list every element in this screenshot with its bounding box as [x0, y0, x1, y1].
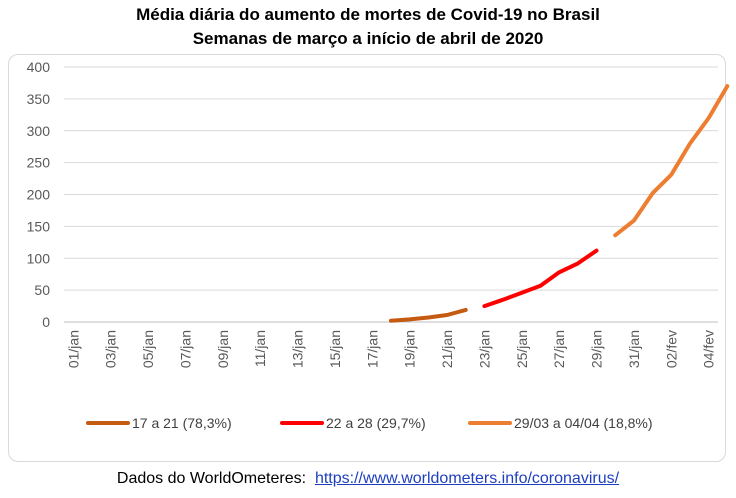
series-line — [482, 248, 599, 309]
x-tick-label: 02/fev — [663, 330, 679, 368]
x-tick-label: 04/fev — [701, 330, 717, 368]
x-tick-label: 17/jan — [364, 330, 380, 368]
x-tick-label: 31/jan — [626, 330, 642, 368]
source-link[interactable]: https://www.worldometers.info/coronaviru… — [314, 470, 620, 487]
legend-label: 29/03 a 04/04 (18,8%) — [514, 415, 653, 431]
series-line — [389, 307, 468, 323]
y-tick-label: 150 — [27, 218, 51, 234]
y-tick-label: 50 — [34, 282, 50, 298]
x-tick-label: 23/jan — [476, 330, 492, 368]
legend-label: 22 a 28 (29,7%) — [326, 415, 426, 431]
y-tick-label: 350 — [27, 91, 51, 107]
series-line — [613, 84, 730, 238]
x-tick-label: 15/jan — [327, 330, 343, 368]
x-tick-label: 03/jan — [103, 330, 119, 368]
y-tick-label: 250 — [27, 155, 51, 171]
chart-frame — [8, 54, 726, 462]
x-tick-label: 01/jan — [65, 330, 81, 368]
x-tick-label: 29/jan — [589, 330, 605, 368]
y-tick-label: 400 — [27, 59, 51, 75]
x-tick-label: 11/jan — [252, 330, 268, 367]
x-tick-label: 19/jan — [402, 330, 418, 368]
x-tick-label: 09/jan — [215, 330, 231, 368]
x-tick-label: 05/jan — [140, 330, 156, 368]
x-tick-label: 27/jan — [551, 330, 567, 368]
source-label: Dados do WorldOmeteres: — [116, 470, 307, 487]
x-tick-label: 13/jan — [290, 330, 306, 368]
x-tick-label: 25/jan — [514, 330, 530, 368]
x-tick-label: 07/jan — [177, 330, 193, 368]
y-tick-label: 100 — [27, 250, 51, 266]
chart-subtitle: Semanas de março a início de abril de 20… — [192, 29, 544, 48]
y-tick-label: 200 — [27, 187, 51, 203]
chart-title: Média diária do aumento de mortes de Cov… — [136, 5, 600, 24]
y-tick-label: 0 — [42, 314, 50, 330]
x-tick-label: 21/jan — [439, 330, 455, 368]
source-note: Dados do WorldOmeteres: https://www.worl… — [0, 470, 736, 488]
legend-label: 17 a 21 (78,3%) — [132, 415, 232, 431]
y-tick-label: 300 — [27, 123, 51, 139]
